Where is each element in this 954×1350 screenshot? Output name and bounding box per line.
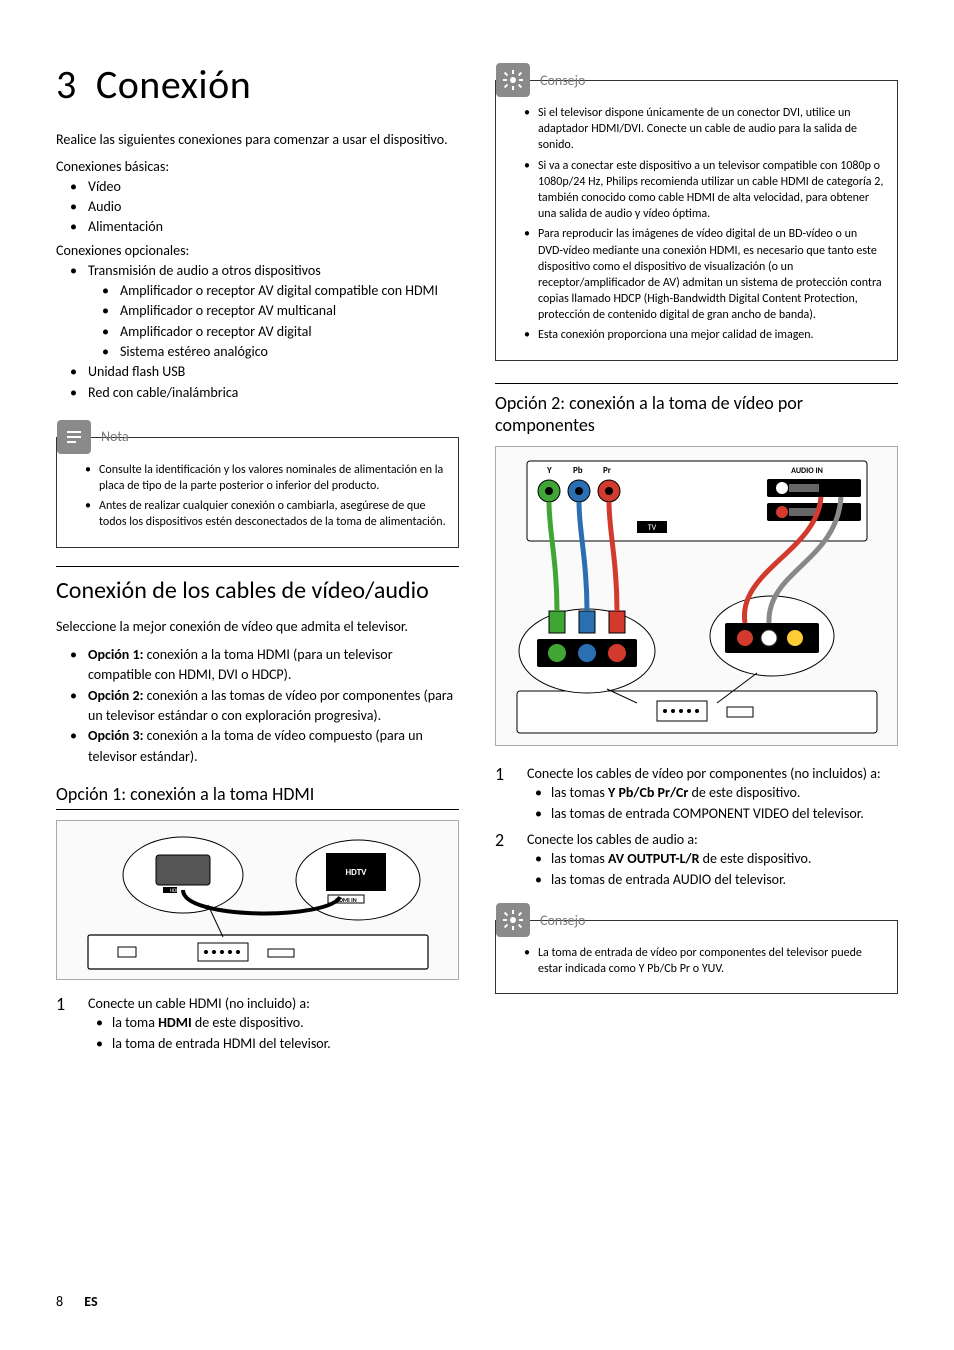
tip-header: Consejo	[496, 63, 585, 97]
step-item: Conecte los cables de audio a: las tomas…	[495, 830, 898, 890]
list-item: Amplificador o receptor AV digital compa…	[88, 281, 459, 301]
sub-list: Amplificador o receptor AV digital compa…	[88, 281, 459, 362]
chapter-name: Conexión	[96, 60, 251, 109]
step-intro: Conecte los cables de audio a:	[527, 831, 698, 848]
step-sublist: las tomas AV OUTPUT-L/R de este disposit…	[527, 849, 898, 890]
tip-label: Consejo	[540, 72, 585, 89]
list-item: las tomas de entrada AUDIO del televisor…	[527, 870, 898, 890]
intro-text: Realice las siguientes conexiones para c…	[56, 131, 459, 150]
options-list: Opción 1: conexión a la toma HDMI (para …	[56, 645, 459, 767]
optional-connections-list: Transmisión de audio a otros dispositivo…	[56, 261, 459, 403]
page-columns: 3 Conexión Realice las siguientes conexi…	[56, 60, 898, 1060]
note-label: Nota	[101, 428, 129, 445]
list-item: Amplificador o receptor AV multicanal	[88, 301, 459, 321]
option-label: Opción 2:	[88, 687, 143, 704]
hdmi-diagram: HDMI HDTV HDMI IN	[56, 820, 459, 980]
list-item: Unidad flash USB	[56, 362, 459, 382]
option-text: conexión a las tomas de vídeo por compon…	[88, 687, 453, 724]
list-item: Alimentación	[56, 217, 459, 237]
tv-label: TV	[647, 523, 656, 533]
option1-title: Opción 1: conexión a la toma HDMI	[56, 783, 459, 810]
list-item: la toma HDMI de este dispositivo.	[88, 1013, 459, 1033]
chapter-number: 3	[56, 60, 77, 109]
step-item: Conecte un cable HDMI (no incluido) a: l…	[56, 994, 459, 1054]
step-intro: Conecte los cables de vídeo por componen…	[527, 765, 881, 782]
option-label: Opción 1:	[88, 646, 143, 663]
right-column: Consejo Si el televisor dispone únicamen…	[495, 60, 898, 1060]
svg-text:Y: Y	[546, 465, 552, 476]
option1-steps: Conecte un cable HDMI (no incluido) a: l…	[56, 994, 459, 1054]
list-item: Consulte la identificación y los valores…	[85, 462, 446, 494]
list-item: Transmisión de audio a otros dispositivo…	[56, 261, 459, 362]
note-header: Nota	[57, 420, 129, 454]
section-video-audio-title: Conexión de los cables de vídeo/audio	[56, 566, 459, 605]
list-item: Amplificador o receptor AV digital	[88, 322, 459, 342]
list-item: Si va a conectar este dispositivo a un t…	[524, 158, 885, 223]
note-callout: Nota Consulte la identificación y los va…	[56, 437, 459, 548]
list-item: las tomas Y Pb/Cb Pr/Cr de este disposit…	[527, 783, 898, 803]
svg-text:HDMI: HDMI	[170, 888, 182, 894]
chapter-title: 3 Conexión	[56, 60, 459, 109]
svg-text:Pb: Pb	[573, 465, 583, 476]
step-intro: Conecte un cable HDMI (no incluido) a:	[88, 995, 310, 1012]
list-item-label: Transmisión de audio a otros dispositivo…	[88, 262, 321, 279]
list-item: la toma de entrada HDMI del televisor.	[88, 1034, 459, 1054]
tip-label: Consejo	[540, 912, 585, 929]
svg-text:AUDIO IN: AUDIO IN	[791, 466, 823, 476]
tip-icon	[496, 63, 530, 97]
left-column: 3 Conexión Realice las siguientes conexi…	[56, 60, 459, 1060]
list-item: Si el televisor dispone únicamente de un…	[524, 105, 885, 154]
svg-text:Pr: Pr	[603, 465, 612, 476]
step-sublist: la toma HDMI de este dispositivo. la tom…	[88, 1013, 459, 1054]
option2-steps: Conecte los cables de vídeo por componen…	[495, 764, 898, 890]
list-item: Red con cable/inalámbrica	[56, 383, 459, 403]
list-item: las tomas AV OUTPUT-L/R de este disposit…	[527, 849, 898, 869]
list-item: Vídeo	[56, 177, 459, 197]
optional-connections-label: Conexiones opcionales:	[56, 242, 459, 259]
option2-title: Opción 2: conexión a la toma de vídeo po…	[495, 383, 898, 436]
section-intro: Seleccione la mejor conexión de vídeo qu…	[56, 618, 459, 637]
page-footer: 8 ES	[56, 1293, 98, 1310]
option-label: Opción 3:	[88, 727, 143, 744]
list-item: Opción 2: conexión a las tomas de vídeo …	[56, 686, 459, 727]
page-lang: ES	[84, 1293, 97, 1310]
basic-connections-label: Conexiones básicas:	[56, 158, 459, 175]
tip-header: Consejo	[496, 903, 585, 937]
list-item: Para reproducir las imágenes de vídeo di…	[524, 226, 885, 323]
page-number: 8	[56, 1293, 63, 1310]
step-sublist: las tomas Y Pb/Cb Pr/Cr de este disposit…	[527, 783, 898, 824]
basic-connections-list: Vídeo Audio Alimentación	[56, 177, 459, 238]
tip-list: Si el televisor dispone únicamente de un…	[524, 105, 885, 344]
note-icon	[57, 420, 91, 454]
hdtv-label: HDTV	[345, 867, 367, 878]
tip-icon	[496, 903, 530, 937]
list-item: La toma de entrada de vídeo por componen…	[524, 945, 885, 977]
tip-list: La toma de entrada de vídeo por componen…	[524, 945, 885, 977]
list-item: Opción 1: conexión a la toma HDMI (para …	[56, 645, 459, 686]
list-item: Esta conexión proporciona una mejor cali…	[524, 327, 885, 343]
tip-callout: Consejo La toma de entrada de vídeo por …	[495, 920, 898, 994]
note-list: Consulte la identificación y los valores…	[85, 462, 446, 531]
tip-callout: Consejo Si el televisor dispone únicamen…	[495, 80, 898, 361]
list-item: Audio	[56, 197, 459, 217]
step-item: Conecte los cables de vídeo por componen…	[495, 764, 898, 824]
list-item: Opción 3: conexión a la toma de vídeo co…	[56, 726, 459, 767]
component-diagram: TV Y Pb Pr AUDIO IN	[495, 446, 898, 746]
list-item: Sistema estéreo analógico	[88, 342, 459, 362]
list-item: las tomas de entrada COMPONENT VIDEO del…	[527, 804, 898, 824]
list-item: Antes de realizar cualquier conexión o c…	[85, 498, 446, 530]
